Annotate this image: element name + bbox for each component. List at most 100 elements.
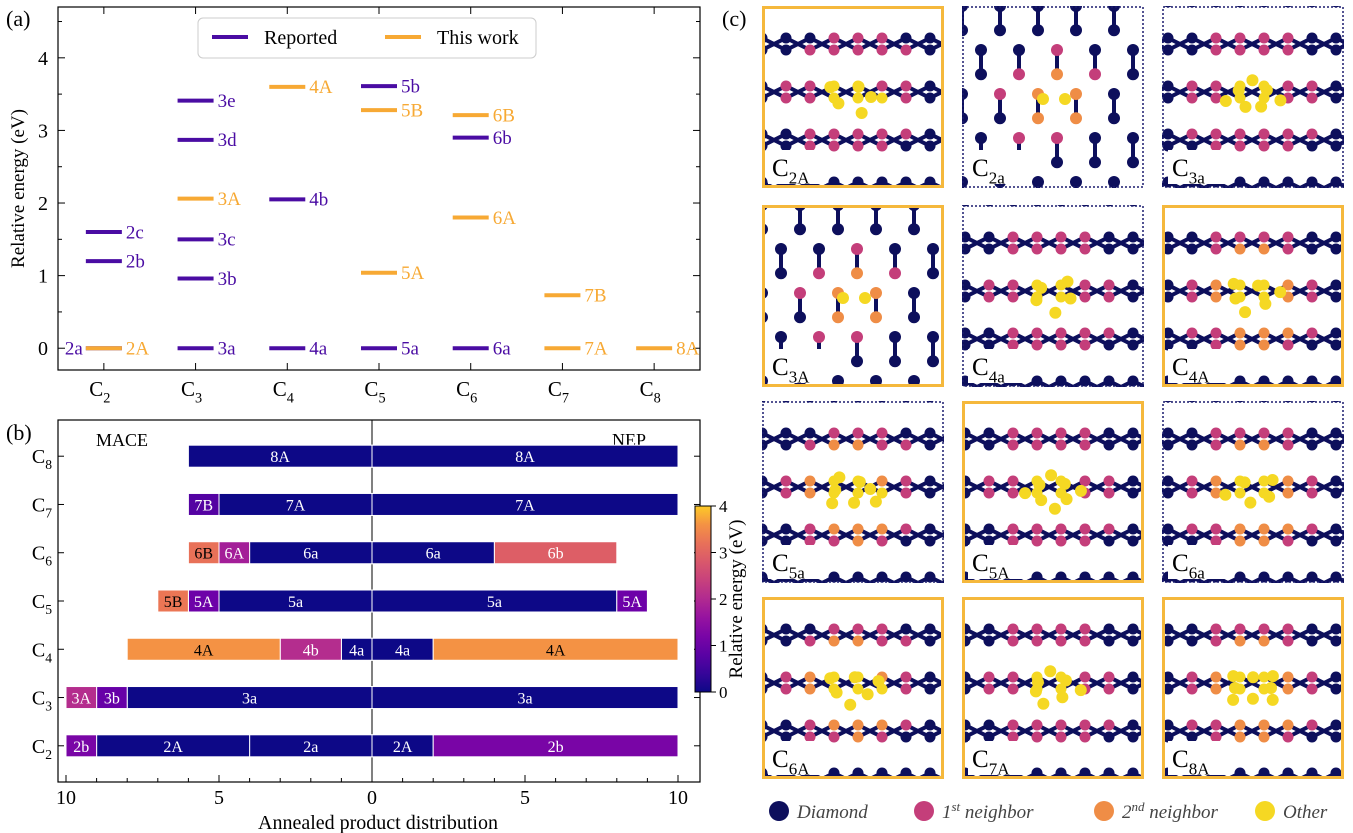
- label-backdrop: [1168, 150, 1226, 184]
- structure-label: C6a: [1172, 550, 1205, 583]
- structure-label: C7A: [972, 746, 1010, 779]
- level-label: 6B: [493, 106, 515, 127]
- label-backdrop: [768, 349, 826, 383]
- level-label: 7A: [584, 339, 608, 360]
- level-label: 3c: [218, 230, 236, 251]
- structure-label: C5a: [772, 550, 805, 583]
- bar-label: 4A: [194, 642, 214, 659]
- bar-label: 7A: [515, 497, 535, 514]
- bar-label: 7A: [286, 497, 306, 514]
- bar-mace-6B: [187, 541, 220, 565]
- y-tick-label: 3: [38, 120, 48, 142]
- frame-this-work: [962, 597, 1144, 779]
- structure-lattice: [962, 205, 1144, 387]
- frame-reported: [762, 401, 944, 583]
- colorbar-tick-label: 0: [719, 683, 728, 702]
- structure-label: C5A: [972, 550, 1010, 583]
- label-backdrop: [1168, 545, 1226, 579]
- legend-label-diamond: Diamond: [796, 802, 868, 823]
- x-tick-label: C7: [548, 377, 569, 406]
- level-label: 6a: [493, 339, 512, 360]
- structure-4a: C4a: [962, 205, 1144, 387]
- bar-label: 3a: [517, 691, 532, 708]
- legend-box: [197, 17, 537, 59]
- bar-label: 6a: [303, 546, 318, 563]
- structure-3a: C3a: [1162, 6, 1344, 188]
- bar-mace-2b: [65, 734, 98, 758]
- x-tick-label: C6: [456, 377, 477, 406]
- legend-label-reported: Reported: [264, 27, 337, 49]
- level-label: 5A: [401, 263, 425, 284]
- energy-level-chart: (a) 0 1 2 3 4 Relative energy (eV) C2 C3 C4 C5 C6 C7…: [6, 6, 701, 406]
- bar-label: 5B: [164, 594, 183, 611]
- colorbar-tick-label: 3: [719, 544, 728, 563]
- frame-this-work: [1162, 597, 1344, 779]
- label-backdrop: [1168, 741, 1226, 775]
- label-backdrop: [768, 150, 826, 184]
- x-tick-label: C3: [181, 377, 202, 406]
- bar-label: 2b: [548, 739, 564, 756]
- level-label: 3b: [218, 269, 237, 290]
- structure-grid: (c) C2A C2a C3a C3A C4a C4A C5a C5A C6a C6A C7A C8A D…: [722, 6, 1344, 823]
- bar-nep-4A: [432, 637, 679, 661]
- y-tick-label: C8: [32, 446, 52, 472]
- bar-label: 6b: [548, 546, 564, 563]
- frame-this-work: [762, 205, 944, 387]
- label-backdrop: [968, 349, 1026, 383]
- x-tick-label: 10: [56, 787, 76, 809]
- bar-label: 8A: [515, 449, 535, 466]
- frame-this-work: [962, 401, 1144, 583]
- frame-reported: [1162, 6, 1344, 188]
- structure-6A: C6A: [762, 597, 944, 779]
- structure-5A: C5A: [962, 401, 1144, 583]
- bar-nep-5A: [616, 589, 648, 613]
- legend-label-second_neighbor: 2nd neighbor: [1122, 799, 1218, 823]
- structure-label: C2A: [772, 155, 810, 188]
- panel-label-c: (c): [722, 6, 746, 31]
- colorbar: [694, 505, 712, 693]
- panel-label-b: (b): [6, 420, 32, 445]
- y-axis-label: Relative energy (eV): [8, 109, 29, 268]
- bar-label: 5a: [487, 594, 502, 611]
- frame-this-work: [1162, 205, 1344, 387]
- bar-label: 4b: [303, 642, 319, 659]
- colorbar-tick-label: 1: [719, 637, 728, 656]
- structure-label: C6A: [772, 746, 810, 779]
- bar-nep-2b: [432, 734, 679, 758]
- structure-label: C8A: [1172, 746, 1210, 779]
- level-label: 3d: [218, 130, 238, 151]
- y-tick-label: 4: [38, 48, 48, 70]
- y-tick-label: 1: [38, 266, 48, 288]
- level-label: 4A: [309, 77, 333, 98]
- atom-legend: Diamond 1st neighbor 2nd neighbor Other: [769, 799, 1328, 823]
- y-tick-label: C6: [32, 543, 52, 569]
- x-tick-label: C2: [89, 377, 110, 406]
- bar-mace-3A: [65, 686, 98, 710]
- structure-lattice: [762, 401, 944, 583]
- bar-label: 2b: [73, 739, 89, 756]
- colorbar-label: Relative energy (eV): [726, 520, 747, 679]
- legend-label-this-work: This work: [437, 27, 519, 49]
- structure-label: C4A: [1172, 354, 1210, 387]
- bar-mace-7B: [187, 492, 220, 516]
- level-label: 6b: [493, 128, 512, 149]
- bar-label: 5a: [288, 594, 303, 611]
- legend-dot-second_neighbor: [1094, 801, 1114, 821]
- frame-this-work: [762, 597, 944, 779]
- bar-label: 4a: [395, 642, 410, 659]
- bar-label: 5A: [622, 594, 642, 611]
- label-backdrop: [768, 545, 826, 579]
- level-label: 4a: [309, 339, 328, 360]
- legend: Reported This work: [197, 17, 537, 59]
- structure-7A: C7A: [962, 597, 1144, 779]
- y-tick-label: 0: [38, 338, 48, 360]
- bar-label: 3b: [104, 691, 120, 708]
- bar-label: 3a: [242, 691, 257, 708]
- bar-label: 3A: [72, 691, 92, 708]
- x-tick-label: 5: [520, 787, 530, 809]
- x-tick-label: 5: [214, 787, 224, 809]
- level-label: 5b: [401, 76, 420, 97]
- bar-label: 4a: [349, 642, 364, 659]
